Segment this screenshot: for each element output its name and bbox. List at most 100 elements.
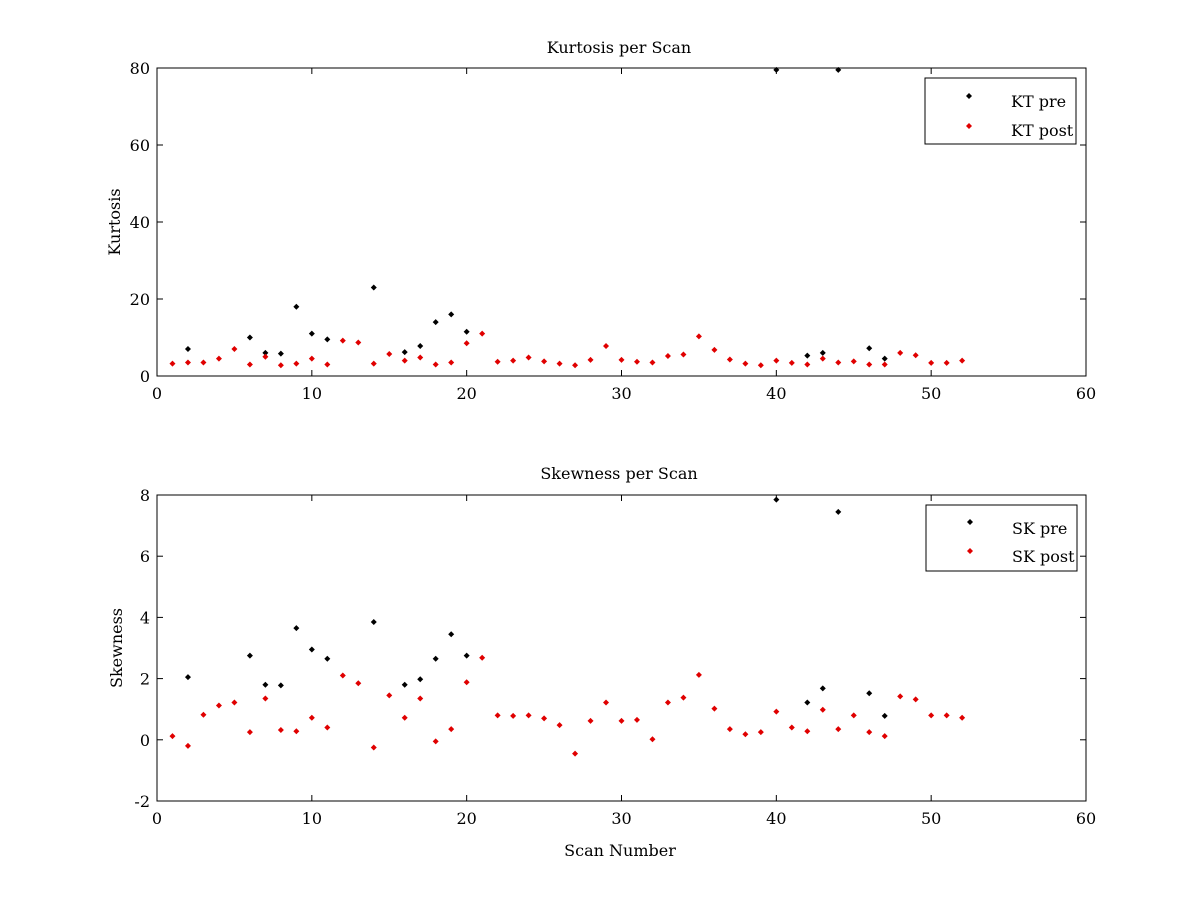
kurtosis-legend: KT pre KT post [924,77,1077,145]
kt-pre-legend-marker [966,93,972,99]
sk-pre-point [262,681,269,688]
sk-pre-point [184,674,191,681]
kt-pre-point [277,350,284,357]
kt-pre-point [866,345,873,352]
kt-post-point [866,361,873,368]
sk-post-point [231,699,238,706]
x-tick-label: 20 [456,809,476,828]
x-tick-label: 20 [456,384,476,403]
sk-post-point [819,706,826,713]
sk-post-point [277,727,284,734]
kt-post-point [370,360,377,367]
sk-post-point [432,738,439,745]
x-tick-label: 30 [611,809,631,828]
skewness-y-axis-label: Skewness [107,608,126,688]
sk-post-point [788,724,795,731]
skewness-points [169,496,966,757]
kt-post-point [293,360,300,367]
kt-post-point [556,360,563,367]
x-tick-label: 0 [152,809,162,828]
x-tick-label: 50 [921,809,941,828]
kt-post-point [680,351,687,358]
y-tick-label: 20 [130,290,150,309]
sk-post-point [293,728,300,735]
kt-pre-point [448,311,455,318]
sk-post-point [773,708,780,715]
sk-pre-point [432,655,439,662]
sk-post-point [572,750,579,757]
kt-post-point [479,330,486,337]
kt-pre-point [308,330,315,337]
sk-pre-point [448,631,455,638]
kt-post-point [773,357,780,364]
sk-post-point [370,744,377,751]
sk-post-point [262,695,269,702]
y-tick-label: 80 [130,59,150,78]
x-tick-label: 60 [1076,809,1096,828]
skewness-x-axis-label: Scan Number [564,841,676,860]
kt-post-point [417,354,424,361]
kurtosis-points [169,66,966,369]
kt-pre-point [432,319,439,326]
sk-pre-point [463,652,470,659]
y-tick-label: 0 [140,731,150,750]
kurtosis-y-axis-label: Kurtosis [105,188,124,255]
sk-post-point [215,702,222,709]
sk-pre-point [324,655,331,662]
y-tick-label: 2 [140,670,150,689]
sk-post-point [479,654,486,661]
y-tick-label: -2 [134,792,150,811]
x-tick-label: 30 [611,384,631,403]
sk-pre-point [417,676,424,683]
kt-pre-point [401,349,408,356]
kt-post-point [432,361,439,368]
kt-post-point [912,352,919,359]
x-tick-label: 50 [921,384,941,403]
y-tick-label: 0 [140,367,150,386]
kt-pre-point [881,355,888,362]
sk-post-point [401,714,408,721]
kt-post-point [943,359,950,366]
kt-post-point [510,357,517,364]
kt-post-point [959,357,966,364]
sk-pre-point [293,625,300,632]
y-tick-label: 4 [140,608,150,627]
sk-pre-point [308,646,315,653]
sk-pre-point [277,682,284,689]
sk-pre-point [819,685,826,692]
sk-post-point [169,733,176,740]
kt-pre-point [835,66,842,73]
kt-post-point [726,356,733,363]
kt-post-point [401,357,408,364]
kt-pre-point [773,66,780,73]
kt-post-point [649,359,656,366]
sk-post-point [587,717,594,724]
kt-post-point [850,358,857,365]
sk-post-point [742,731,749,738]
sk-post-point [510,712,517,719]
sk-post-point [850,712,857,719]
sk-post-point [835,726,842,733]
x-tick-label: 60 [1076,384,1096,403]
kt-pre-point [293,303,300,310]
kt-post-point [633,358,640,365]
kt-post-point [262,353,269,360]
sk-post-point [959,714,966,721]
sk-post-point [928,712,935,719]
kt-post-point [835,359,842,366]
kt-post-point [231,346,238,353]
x-tick-label: 10 [302,384,322,403]
sk-post-point [184,742,191,749]
sk-post-point [943,712,950,719]
kt-post-point [386,351,393,358]
x-tick-label: 0 [152,384,162,403]
sk-post-point [726,726,733,733]
sk-pre-point [804,699,811,706]
kt-pre-point [262,349,269,356]
kt-post-point [928,359,935,366]
sk-post-point [556,722,563,729]
sk-post-legend-label: SK post [1012,547,1075,566]
kt-post-point [664,352,671,359]
kt-post-point [355,339,362,346]
